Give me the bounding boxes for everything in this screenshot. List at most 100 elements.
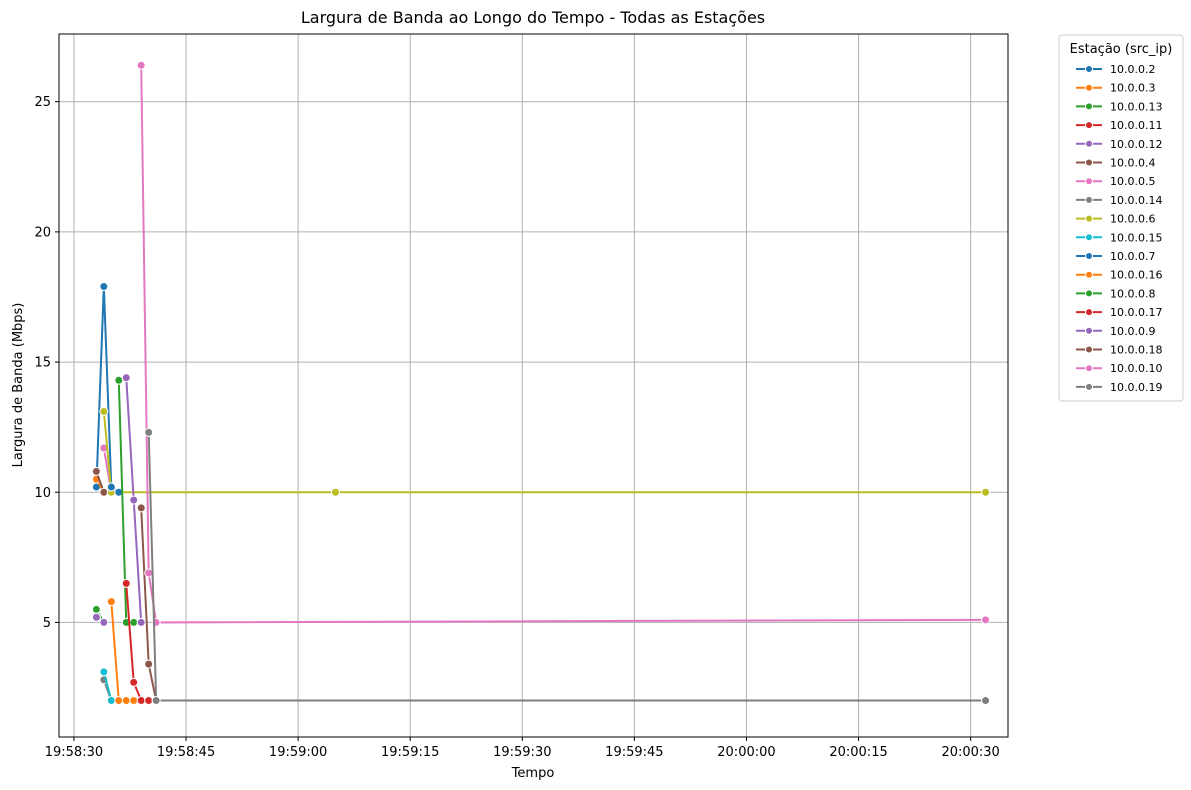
legend-swatch-marker — [1085, 139, 1093, 148]
x-tick-label: 20:00:00 — [717, 745, 775, 760]
legend-entry: 10.0.0.7 — [1076, 250, 1155, 263]
y-tick-label: 15 — [34, 356, 51, 371]
legend-label: 10.0.0.2 — [1110, 63, 1155, 76]
legend-label: 10.0.0.9 — [1110, 325, 1155, 338]
legend-entry: 10.0.0.14 — [1076, 194, 1162, 207]
data-point — [99, 667, 109, 677]
data-point — [129, 677, 139, 687]
y-tick-label: 5 — [43, 616, 51, 631]
data-point — [99, 282, 109, 292]
y-axis-ticks: 5 10 15 20 25 — [34, 95, 59, 631]
data-point — [136, 503, 146, 513]
x-tick-label: 19:58:45 — [157, 745, 215, 760]
x-tick-label: 20:00:15 — [829, 745, 887, 760]
data-point — [144, 427, 154, 437]
legend-entry: 10.0.0.12 — [1076, 138, 1162, 151]
data-point — [91, 604, 101, 614]
legend-label: 10.0.0.5 — [1110, 175, 1155, 188]
series-line — [102, 671, 113, 701]
legend-swatch-marker — [1085, 158, 1093, 167]
data-point — [91, 466, 101, 476]
data-point — [981, 487, 991, 497]
series-10.0.0.4 — [91, 466, 109, 497]
legend-label: 10.0.0.10 — [1110, 362, 1162, 375]
legend-entry: 10.0.0.13 — [1076, 100, 1162, 113]
legend-entry: 10.0.0.9 — [1076, 325, 1155, 338]
legend-label: 10.0.0.14 — [1110, 194, 1162, 207]
legend-entry: 10.0.0.5 — [1076, 175, 1155, 188]
data-point — [121, 696, 131, 706]
data-point — [151, 696, 161, 706]
legend-swatch-marker — [1085, 308, 1093, 317]
x-tick-label: 19:59:00 — [269, 745, 327, 760]
data-point — [121, 578, 131, 588]
y-tick-label: 10 — [34, 486, 51, 501]
legend-label: 10.0.0.19 — [1110, 381, 1162, 394]
legend-swatch-marker — [1085, 65, 1093, 73]
legend-swatch-marker — [1085, 382, 1093, 391]
x-axis-label: Tempo — [511, 766, 555, 781]
legend: Estação (src_ip) 10.0.0.2 10.0.0.3 10.0.0.… — [1058, 34, 1184, 402]
data-point — [129, 495, 139, 505]
legend-entry: 10.0.0.10 — [1076, 362, 1162, 375]
y-tick-label: 25 — [34, 95, 51, 110]
series-10.0.0.10 — [136, 60, 991, 627]
legend-label: 10.0.0.12 — [1110, 138, 1162, 151]
legend-entry: 10.0.0.2 — [1076, 63, 1155, 76]
data-point — [114, 696, 124, 706]
legend-swatch-marker — [1085, 177, 1093, 186]
chart-title: Largura de Banda ao Longo do Tempo - Tod… — [301, 8, 765, 27]
legend-entry: 10.0.0.11 — [1076, 119, 1162, 132]
data-point — [981, 615, 991, 625]
data-point — [144, 568, 154, 578]
plot-frame — [58, 33, 1009, 738]
legend-entry: 10.0.0.3 — [1076, 82, 1155, 95]
legend-entry: 10.0.0.17 — [1076, 306, 1162, 319]
data-point — [114, 375, 124, 385]
series-10.0.0.12 — [91, 612, 109, 627]
legend-label: 10.0.0.13 — [1110, 100, 1162, 113]
series-10.0.0.9 — [121, 373, 146, 627]
legend-entry: 10.0.0.18 — [1076, 344, 1162, 357]
series-10.0.0.17 — [121, 578, 154, 706]
legend-label: 10.0.0.8 — [1110, 287, 1155, 300]
data-point — [99, 407, 109, 417]
legend-swatch-marker — [1085, 289, 1093, 298]
legend-entry: 10.0.0.19 — [1076, 381, 1162, 394]
legend-entry: 10.0.0.6 — [1076, 213, 1155, 226]
legend-swatch-marker — [1085, 214, 1093, 223]
series-line — [147, 432, 986, 702]
legend-swatch-marker — [1085, 121, 1093, 130]
x-axis-ticks: 19:58:30 19:58:45 19:59:00 19:59:15 19:59:30… — [45, 737, 1000, 760]
legend-label: 10.0.0.18 — [1110, 344, 1162, 357]
x-tick-label: 20:00:30 — [941, 745, 999, 760]
y-tick-label: 20 — [34, 225, 51, 240]
legend-swatch-marker — [1085, 233, 1093, 242]
legend-label: 10.0.0.15 — [1110, 231, 1162, 244]
x-tick-label: 19:59:15 — [381, 745, 439, 760]
data-point — [144, 659, 154, 669]
data-point — [981, 696, 991, 706]
legend-label: 10.0.0.7 — [1110, 250, 1155, 263]
data-point — [91, 612, 101, 622]
legend-entry: 10.0.0.16 — [1076, 269, 1162, 282]
series-lines — [91, 60, 991, 706]
data-point — [136, 617, 146, 627]
data-point — [121, 373, 131, 383]
data-point — [136, 60, 146, 70]
legend-swatch-marker — [1085, 364, 1093, 373]
legend-label: 10.0.0.11 — [1110, 119, 1162, 132]
legend-label: 10.0.0.3 — [1110, 82, 1155, 95]
data-point — [129, 696, 139, 706]
legend-entry: 10.0.0.4 — [1076, 157, 1155, 170]
legend-label: 10.0.0.6 — [1110, 213, 1155, 226]
series-line — [102, 411, 986, 494]
x-tick-label: 19:58:30 — [45, 745, 103, 760]
legend-title: Estação (src_ip) — [1070, 42, 1173, 57]
legend-swatch-marker — [1085, 345, 1093, 354]
y-axis-label: Largura de Banda (Mbps) — [11, 303, 26, 468]
legend-label: 10.0.0.16 — [1110, 269, 1162, 282]
data-point — [136, 696, 146, 706]
legend-entry: 10.0.0.8 — [1076, 287, 1155, 300]
